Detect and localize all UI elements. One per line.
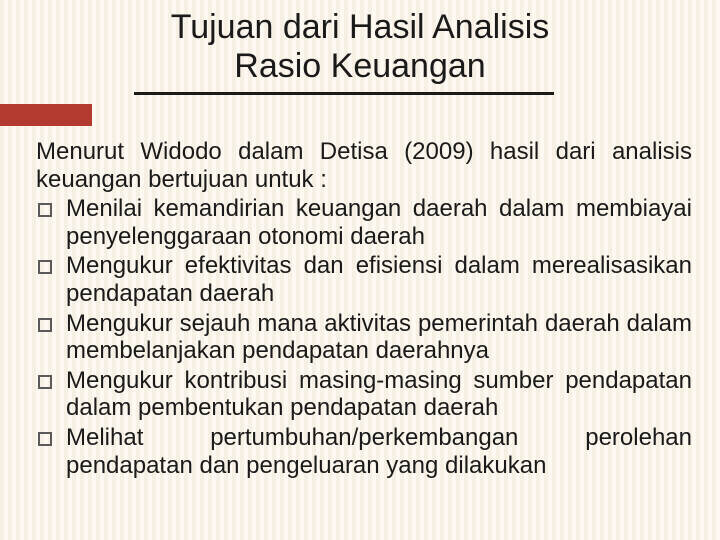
list-item: Melihat pertumbuhan/perkembangan peroleh… bbox=[66, 424, 692, 479]
list-item: Mengukur efektivitas dan efisiensi dalam… bbox=[66, 252, 692, 307]
intro-paragraph: Menurut Widodo dalam Detisa (2009) hasil… bbox=[36, 138, 692, 193]
accent-bar bbox=[0, 104, 92, 126]
list-item: Mengukur kontribusi masing-masing sumber… bbox=[66, 367, 692, 422]
body-content: Menurut Widodo dalam Detisa (2009) hasil… bbox=[36, 138, 692, 481]
title-underline bbox=[134, 92, 554, 95]
slide-title: Tujuan dari Hasil Analisis Rasio Keuanga… bbox=[0, 8, 720, 86]
list-item: Mengukur sejauh mana aktivitas pemerinta… bbox=[66, 310, 692, 365]
title-line-2: Rasio Keuangan bbox=[0, 47, 720, 86]
list-item: Menilai kemandirian keuangan daerah dala… bbox=[66, 195, 692, 250]
title-line-1: Tujuan dari Hasil Analisis bbox=[0, 8, 720, 47]
slide: Tujuan dari Hasil Analisis Rasio Keuanga… bbox=[0, 0, 720, 540]
bullet-list: Menilai kemandirian keuangan daerah dala… bbox=[36, 195, 692, 479]
